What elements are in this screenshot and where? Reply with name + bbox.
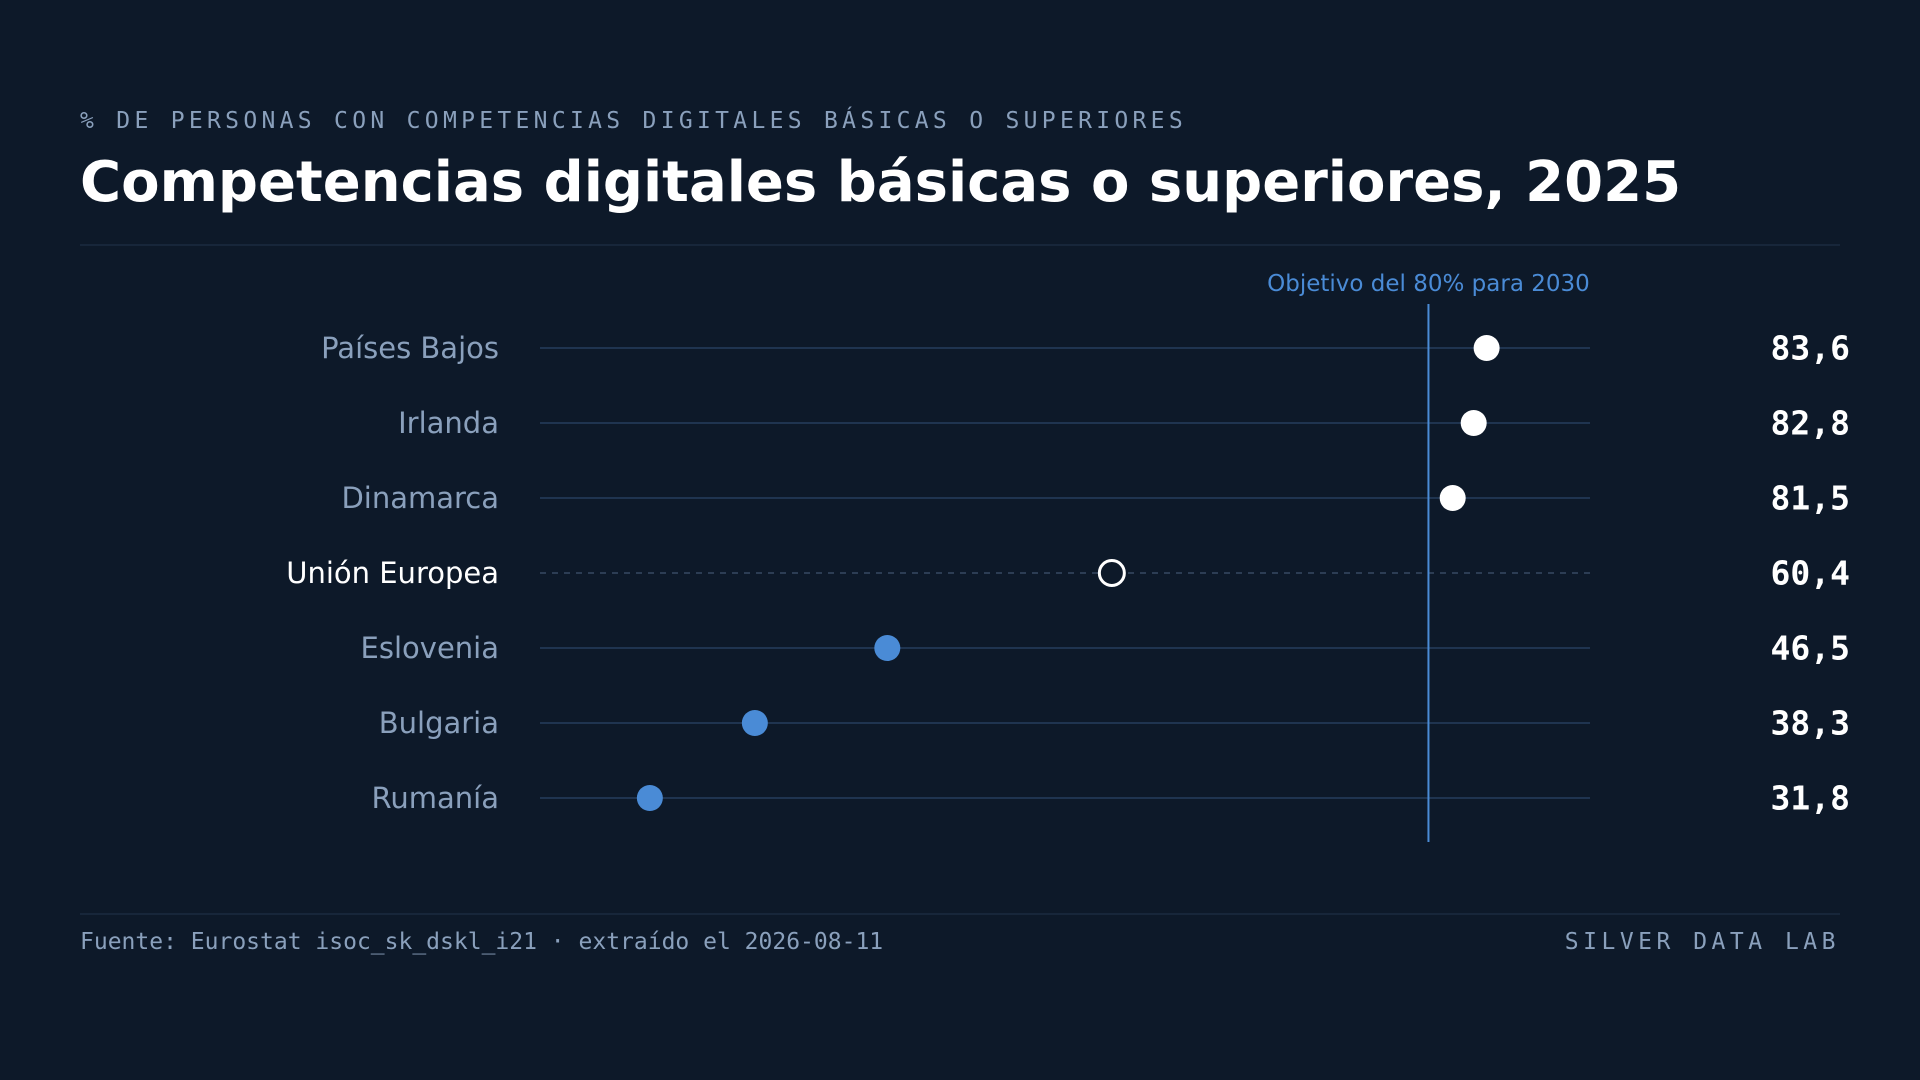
category-label: Dinamarca	[341, 481, 499, 515]
data-dot	[1473, 335, 1500, 361]
category-label: Unión Europea	[286, 556, 499, 590]
data-dot	[741, 710, 768, 736]
value-label: 82,8	[1771, 404, 1850, 443]
footer-divider	[80, 913, 1840, 915]
data-dot	[874, 635, 901, 661]
data-dot	[636, 785, 663, 811]
reference-dot	[1097, 559, 1126, 587]
value-label: 83,6	[1771, 329, 1850, 368]
value-label: 81,5	[1771, 479, 1850, 518]
data-dot	[1460, 410, 1487, 436]
category-label: Bulgaria	[379, 706, 499, 740]
category-label: Eslovenia	[361, 631, 499, 665]
target-label: Objetivo del 80% para 2030	[1267, 271, 1590, 297]
value-label: 46,5	[1771, 629, 1850, 668]
value-label: 31,8	[1771, 779, 1850, 818]
value-label: 60,4	[1771, 554, 1850, 593]
brand-label: SILVER DATA LAB	[1564, 929, 1840, 955]
value-label: 38,3	[1771, 704, 1850, 743]
category-label: Rumanía	[372, 781, 499, 815]
data-dot	[1439, 485, 1466, 511]
category-label: Países Bajos	[321, 331, 499, 365]
chart-subtitle: % DE PERSONAS CON COMPETENCIAS DIGITALES…	[80, 108, 1187, 134]
source-note: Fuente: Eurostat isoc_sk_dskl_i21 · extr…	[80, 929, 884, 955]
chart-title: Competencias digitales básicas o superio…	[80, 150, 1682, 215]
category-label: Irlanda	[398, 406, 499, 440]
header-divider	[80, 244, 1840, 246]
